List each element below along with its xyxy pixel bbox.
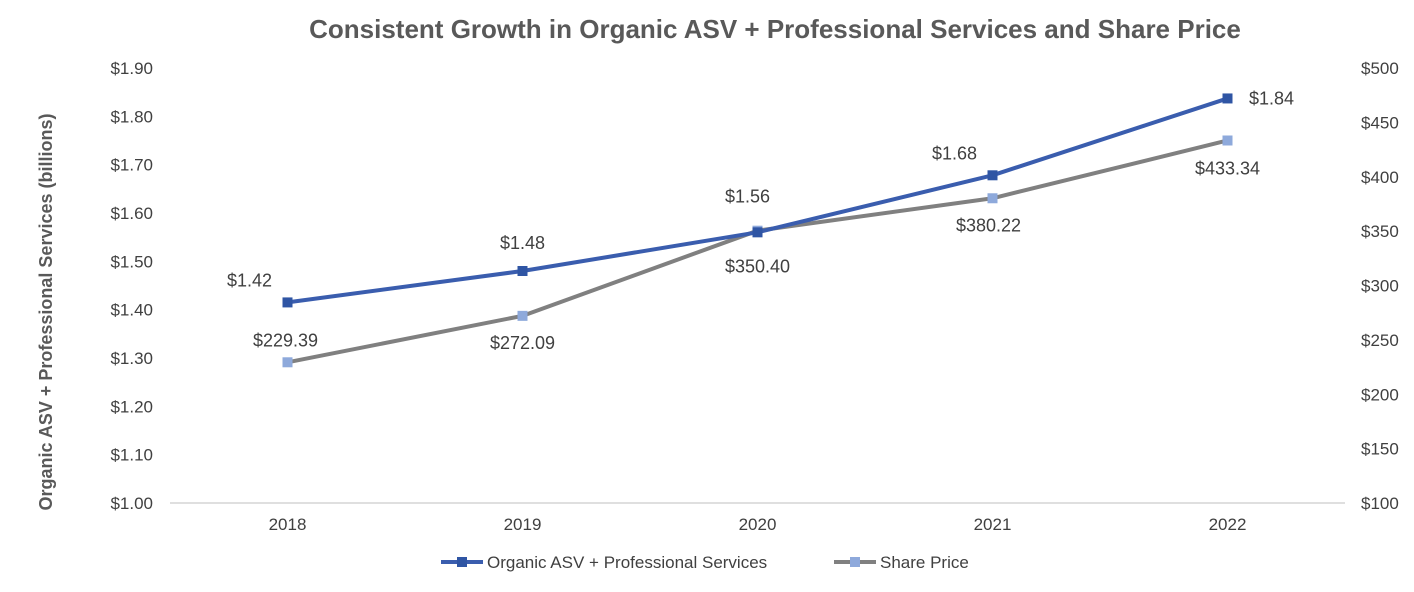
- left-tick-label: $1.80: [110, 107, 153, 126]
- share-price-series-line: [287, 138, 1228, 365]
- asv-data-label: $1.68: [932, 143, 977, 163]
- asv-point: [1222, 93, 1233, 104]
- chart-title: Consistent Growth in Organic ASV + Profe…: [309, 14, 1241, 44]
- asv-point: [987, 170, 998, 181]
- left-tick-label: $1.20: [110, 397, 153, 416]
- legend: Organic ASV + Professional Services Share…: [441, 553, 969, 572]
- series-layer: [282, 93, 1233, 368]
- right-tick-label: $450: [1361, 113, 1399, 132]
- x-tick-label: 2022: [1209, 515, 1247, 534]
- legend-share-price-marker: [850, 557, 860, 567]
- y-axis-title: Organic ASV + Professional Services (bil…: [36, 114, 56, 511]
- asv-point: [282, 297, 293, 308]
- right-tick-label: $500: [1361, 59, 1399, 78]
- left-tick-label: $1.60: [110, 204, 153, 223]
- share-price-point: [1222, 135, 1233, 146]
- x-tick-label: 2018: [269, 515, 307, 534]
- left-tick-label: $1.70: [110, 156, 153, 175]
- share-price-data-label: $229.39: [253, 330, 318, 350]
- x-tick-label: 2020: [739, 515, 777, 534]
- share-price-data-label: $380.22: [956, 215, 1021, 235]
- share-price-point: [282, 357, 293, 368]
- right-tick-label: $200: [1361, 385, 1399, 404]
- left-tick-label: $1.50: [110, 252, 153, 271]
- right-tick-label: $350: [1361, 222, 1399, 241]
- data-labels: $1.42 $1.48 $1.56 $1.68 $1.84 $229.39 $272.09 $…: [227, 88, 1294, 352]
- asv-point: [752, 227, 763, 238]
- asv-data-label: $1.84: [1249, 88, 1294, 108]
- left-axis-ticks: $1.00 $1.10 $1.20 $1.30 $1.40 $1.50 $1.60 $1.70…: [110, 59, 153, 513]
- left-tick-label: $1.00: [110, 494, 153, 513]
- right-tick-label: $150: [1361, 440, 1399, 459]
- left-tick-label: $1.90: [110, 59, 153, 78]
- share-price-data-label: $433.34: [1195, 158, 1260, 178]
- x-tick-label: 2019: [504, 515, 542, 534]
- legend-asv-label: Organic ASV + Professional Services: [487, 553, 767, 572]
- asv-point: [517, 266, 528, 276]
- share-price-point: [517, 310, 528, 321]
- asv-data-label: $1.42: [227, 270, 272, 290]
- x-tick-label: 2021: [974, 515, 1012, 534]
- legend-asv-marker: [457, 557, 467, 567]
- left-tick-label: $1.30: [110, 349, 153, 368]
- share-price-data-label: $272.09: [490, 333, 555, 353]
- right-tick-label: $300: [1361, 277, 1399, 296]
- right-tick-label: $100: [1361, 494, 1399, 513]
- legend-share-price-label: Share Price: [880, 553, 969, 572]
- share-price-point: [987, 193, 998, 204]
- asv-data-label: $1.48: [500, 233, 545, 253]
- share-price-data-label: $350.40: [725, 257, 790, 277]
- right-tick-label: $250: [1361, 331, 1399, 350]
- right-axis-ticks: $100 $150 $200 $250 $300 $350 $400 $450 $500: [1361, 59, 1399, 513]
- left-tick-label: $1.10: [110, 446, 153, 465]
- left-tick-label: $1.40: [110, 301, 153, 320]
- asv-data-label: $1.56: [725, 186, 770, 206]
- right-tick-label: $400: [1361, 168, 1399, 187]
- x-axis-ticks: 2018 2019 2020 2021 2022: [269, 515, 1247, 534]
